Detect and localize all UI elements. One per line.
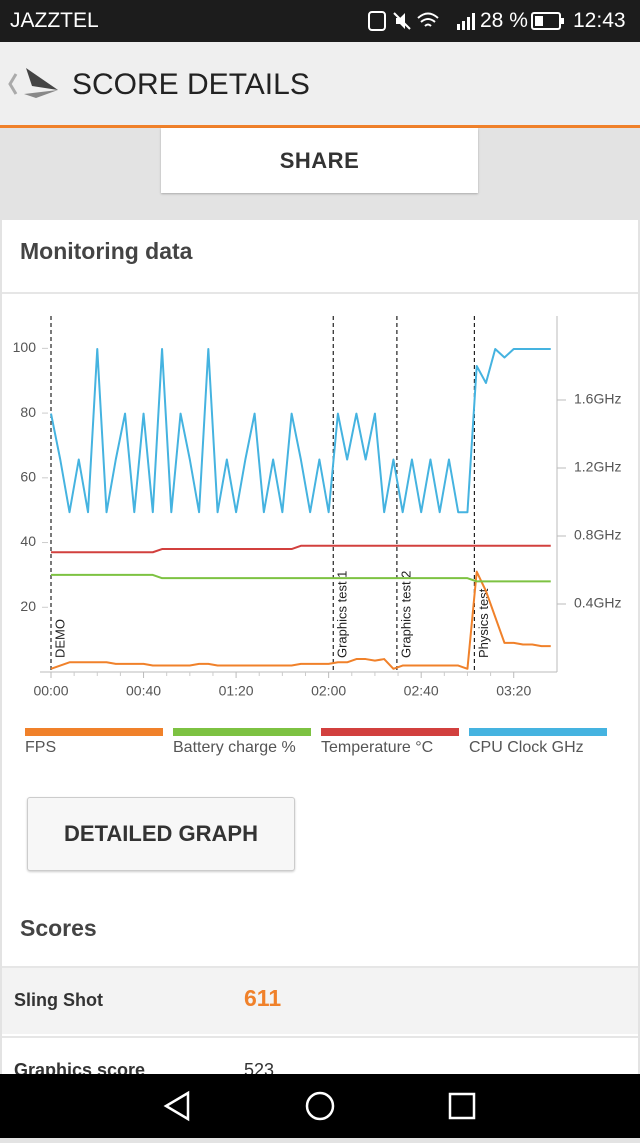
clock: 12:43 <box>573 9 626 32</box>
back-button[interactable] <box>163 1090 190 1122</box>
legend-label: CPU Clock GHz <box>469 739 584 756</box>
status-bar: JAZZTEL 28 % 12:43 <box>0 0 640 42</box>
y2-tick-label: 1.6GHz <box>574 391 621 407</box>
monitoring-chart: 20 40 60 80 100 0.4GHz 0.8GHz 1.2GHz 1.6GHz 00:00… <box>13 316 621 756</box>
x-tick-label: 03:20 <box>496 683 531 699</box>
y2-tick-label: 0.8GHz <box>574 527 621 543</box>
nav-icons <box>163 1090 476 1122</box>
y-tick-label: 20 <box>20 598 36 614</box>
x-tick-label: 00:00 <box>33 683 68 699</box>
x-tick-label: 02:00 <box>311 683 346 699</box>
back-logo[interactable] <box>6 64 62 104</box>
score-row: Sling Shot 611 <box>2 966 638 1034</box>
series-line <box>51 573 551 583</box>
legend-swatch <box>25 728 163 736</box>
scores-title: Scores <box>20 915 97 941</box>
series-line <box>50 347 551 514</box>
legend-label: FPS <box>25 739 56 756</box>
carrier: JAZZTEL <box>10 9 99 32</box>
home-button[interactable] <box>305 1091 335 1121</box>
nav-bar <box>0 1074 640 1138</box>
page-title: SCORE DETAILS <box>72 68 310 101</box>
status-icons <box>368 11 439 31</box>
series-line <box>50 570 551 670</box>
card <box>2 220 638 1080</box>
y-tick-label: 60 <box>20 469 36 485</box>
y2-tick-label: 1.2GHz <box>574 459 621 475</box>
score-value: 611 <box>244 985 282 1011</box>
detailed-graph-button[interactable]: DETAILED GRAPH <box>27 797 295 871</box>
series-line <box>51 544 551 554</box>
y-tick-label: 40 <box>20 533 36 549</box>
x-tick-label: 00:40 <box>126 683 161 699</box>
divider <box>2 292 638 294</box>
legend-swatch <box>173 728 311 736</box>
score-name: Sling Shot <box>14 990 103 1010</box>
share-button[interactable]: SHARE <box>161 128 478 193</box>
phase-label: Graphics test 1 <box>335 571 350 658</box>
battery-icon <box>531 12 564 30</box>
app-bar: SCORE DETAILS <box>0 42 640 128</box>
legend-swatch <box>469 728 607 736</box>
y-tick-label: 80 <box>20 404 36 420</box>
signal-icon <box>457 13 475 30</box>
x-tick-label: 01:20 <box>219 683 254 699</box>
legend-label: Battery charge % <box>173 739 296 756</box>
y2-tick-label: 0.4GHz <box>574 595 621 611</box>
legend-label: Temperature °C <box>321 739 433 756</box>
recents-button[interactable] <box>448 1092 476 1120</box>
phase-label: Physics test <box>476 588 491 658</box>
x-tick-label: 02:40 <box>404 683 439 699</box>
card-title: Monitoring data <box>20 238 193 264</box>
phase-label: DEMO <box>52 619 67 658</box>
legend-swatch <box>321 728 459 736</box>
y-tick-label: 100 <box>13 339 37 355</box>
battery-percent: 28 % <box>480 9 528 32</box>
phase-label: Graphics test 2 <box>398 571 413 658</box>
